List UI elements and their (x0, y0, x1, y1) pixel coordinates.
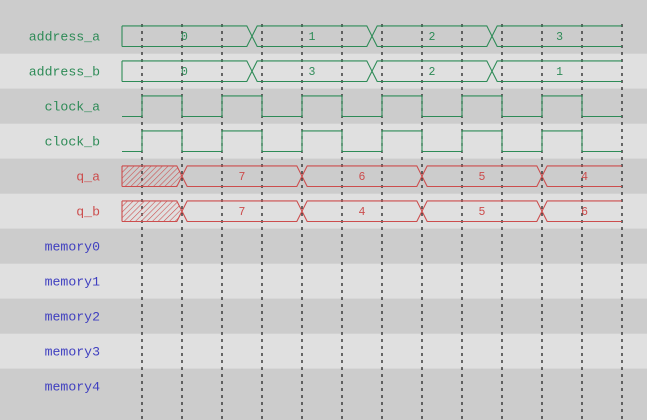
svg-text:3: 3 (309, 66, 316, 79)
svg-text:4: 4 (359, 206, 366, 219)
svg-text:address_b: address_b (29, 64, 100, 79)
svg-text:6: 6 (359, 171, 366, 184)
svg-text:5: 5 (479, 206, 486, 219)
svg-text:6: 6 (581, 206, 588, 219)
svg-text:0: 0 (181, 31, 188, 44)
svg-text:q_b: q_b (76, 204, 100, 219)
svg-text:address_a: address_a (29, 29, 100, 44)
svg-text:0: 0 (181, 66, 188, 79)
svg-text:7: 7 (239, 206, 246, 219)
svg-text:memory4: memory4 (45, 379, 100, 394)
svg-text:1: 1 (309, 31, 316, 44)
svg-text:7: 7 (239, 171, 246, 184)
svg-text:memory0: memory0 (45, 239, 100, 254)
svg-text:2: 2 (429, 66, 436, 79)
svg-text:1: 1 (556, 66, 563, 79)
svg-text:memory2: memory2 (45, 309, 100, 324)
svg-text:q_a: q_a (76, 169, 100, 184)
svg-text:clock_a: clock_a (45, 99, 100, 114)
svg-text:memory1: memory1 (45, 274, 100, 289)
svg-text:2: 2 (429, 31, 436, 44)
svg-text:clock_b: clock_b (45, 134, 100, 149)
svg-text:4: 4 (581, 171, 588, 184)
svg-text:memory3: memory3 (45, 344, 100, 359)
svg-text:3: 3 (556, 31, 563, 44)
svg-text:5: 5 (479, 171, 486, 184)
